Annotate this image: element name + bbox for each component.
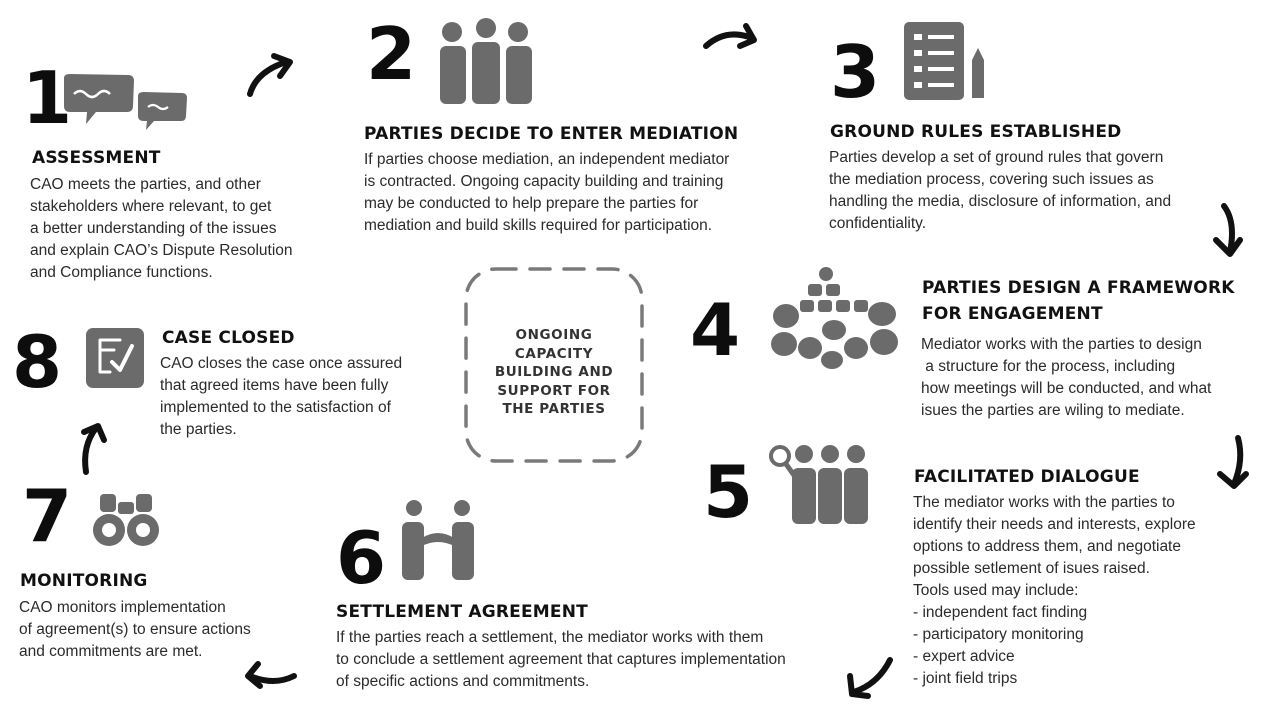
description-line: - independent fact finding [913,604,1088,621]
step-title: FOR ENGAGEMENT [922,304,1103,324]
speech-bubbles-icon [64,74,187,130]
arrow-5-to-6-icon [847,657,893,699]
step-description: CAO meets the parties, and other stakeho… [30,174,330,284]
description-line: a better understanding of the issues [30,220,277,237]
center-label: ONGOING CAPACITY BUILDING AND SUPPORT FO… [462,326,646,419]
step-title: GROUND RULES ESTABLISHED [830,122,1122,142]
description-line: stakeholders where relevant, to get [30,198,272,215]
arrow-4-to-5-icon [1217,435,1249,489]
description-line: confidentiality. [829,215,927,232]
step-title: PARTIES DECIDE TO ENTER MEDIATION [364,124,739,144]
arrow-3-to-4-icon [1213,203,1243,257]
checklist-pencil-icon [904,22,984,100]
description-line: isues the parties are wiling to mediate. [921,402,1185,419]
step-number: 2 [366,12,416,96]
description-line: is contracted. Ongoing capacity building… [364,173,724,190]
description-line: possible setlement of isues raised. [913,560,1150,577]
step-title: MONITORING [20,571,148,591]
people-group-icon [440,18,532,104]
step-title: ASSESSMENT [32,148,161,168]
description-line: CAO closes the case once assured [160,355,403,372]
description-line: options to address them, and negotiate [913,538,1181,555]
description-line: mediation and build skills required for … [364,217,713,234]
description-line: - joint field trips [913,670,1018,687]
group-magnifier-icon [769,445,868,524]
center-line: SUPPORT FOR [497,382,611,399]
arrow-7-to-8-icon [81,423,107,475]
step-number: 4 [690,288,740,372]
step-description: If parties choose mediation, an independ… [364,149,784,237]
description-line: and explain CAO’s Dispute Resolution [30,242,293,259]
center-line: THE PARTIES [502,401,606,417]
description-line: CAO monitors implementation [19,599,226,616]
arrow-2-to-3-icon [703,23,757,49]
step-number: 5 [703,450,753,534]
description-line: identify their needs and interests, expl… [913,516,1196,533]
step-title: PARTIES DESIGN A FRAMEWORK [922,278,1235,298]
binoculars-icon [93,494,159,546]
description-line: If parties choose mediation, an independ… [364,151,730,168]
description-line: Mediator works with the parties to desig… [921,336,1202,353]
description-line: of agreement(s) to ensure actions [19,621,251,638]
center-line: ONGOING [515,327,593,343]
step-title: FACILITATED DIALOGUE [914,467,1140,487]
arrow-6-to-7-icon [245,661,297,689]
step-description: Parties develop a set of ground rules th… [829,147,1229,235]
step-number: 1 [22,56,72,140]
description-line: The mediator works with the parties to [913,494,1175,511]
description-line: how meetings will be conducted, and what [921,380,1212,397]
step-number: 6 [336,516,386,600]
center-line: BUILDING AND [494,364,614,380]
description-line: that agreed items have been fully [160,377,389,394]
description-line: the parties. [160,421,237,438]
description-line: - expert advice [913,648,1015,665]
description-line: may be conducted to help prepare the par… [364,195,699,212]
description-line: and commitments are met. [19,643,203,660]
description-line: a structure for the process, including [921,358,1176,375]
step-number: 8 [12,320,62,404]
description-line: - participatory monitoring [913,626,1084,643]
description-line: Parties develop a set of ground rules th… [829,149,1164,166]
step-description: The mediator works with the parties to i… [913,492,1253,690]
center-line: CAPACITY [514,345,594,362]
arrow-1-to-2-icon [247,53,293,97]
description-line: and Compliance functions. [30,264,213,281]
description-line: CAO meets the parties, and other [30,176,261,193]
checked-document-icon [86,328,144,388]
step-title: SETTLEMENT AGREEMENT [336,602,588,622]
description-line: If the parties reach a settlement, the m… [336,629,764,646]
step-title: CASE CLOSED [162,328,295,348]
description-line: Tools used may include: [913,582,1079,599]
step-description: CAO closes the case once assured that ag… [160,353,440,441]
description-line: the mediation process, covering such iss… [829,171,1154,188]
meeting-table-icon [771,267,898,369]
step-number: 7 [22,474,72,558]
description-line: implemented to the satisfaction of [160,399,391,416]
step-description: If the parties reach a settlement, the m… [336,627,856,693]
description-line: handling the media, disclosure of inform… [829,193,1172,210]
step-description: Mediator works with the parties to desig… [921,334,1261,422]
handshake-icon [402,500,474,580]
step-description: CAO monitors implementation of agreement… [19,597,299,663]
description-line: of specific actions and commitments. [336,673,590,690]
step-number: 3 [830,30,880,114]
description-line: to conclude a settlement agreement that … [336,651,786,668]
